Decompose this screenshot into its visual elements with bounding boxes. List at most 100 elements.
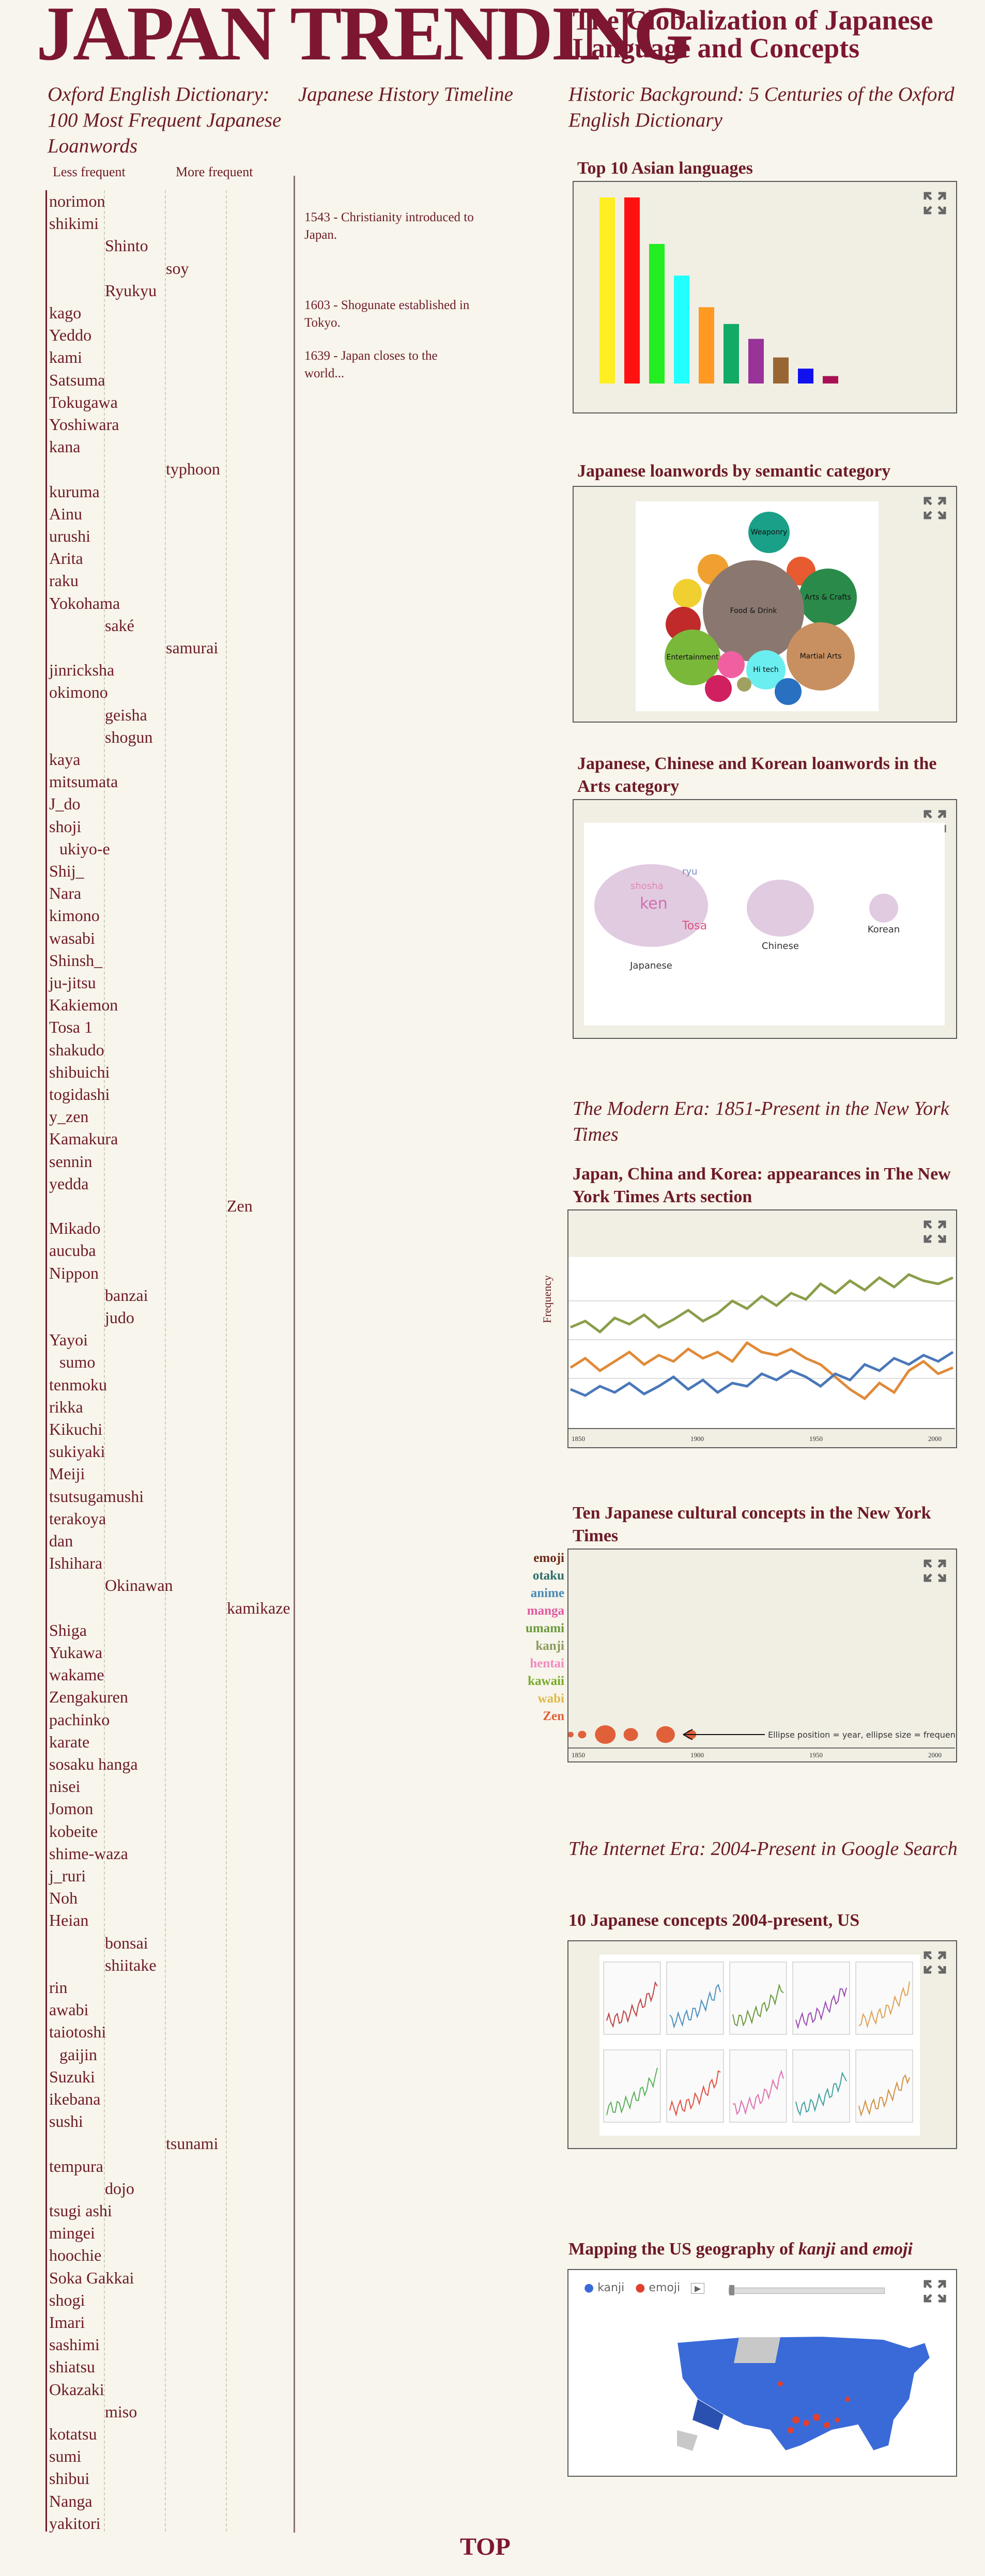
loanword[interactable]: Soka Gakkai	[49, 2268, 134, 2287]
loanword[interactable]: Meiji	[49, 1464, 85, 1483]
loanword[interactable]: Kikuchi	[49, 1420, 103, 1438]
loanword[interactable]: urushi	[49, 527, 90, 545]
loanword[interactable]: okimono	[49, 683, 108, 702]
loanword[interactable]: Shij_	[49, 862, 84, 880]
zen-ellipse[interactable]	[568, 1731, 574, 1738]
loanword[interactable]: Arita	[49, 549, 83, 568]
loanword[interactable]: Suzuki	[49, 2067, 95, 2086]
bar[interactable]	[748, 339, 764, 384]
loanword[interactable]: shibuichi	[49, 1062, 110, 1081]
loanword[interactable]: ikebana	[49, 2090, 101, 2108]
bubble[interactable]	[737, 677, 751, 692]
loanword[interactable]: Yokohama	[49, 593, 120, 612]
loanword[interactable]: Ryukyu	[105, 281, 157, 300]
loanword[interactable]: typhoon	[166, 459, 220, 479]
map-alaska[interactable]	[677, 2430, 698, 2451]
legend-kanji[interactable]: kanji	[597, 2281, 625, 2294]
concept-label[interactable]: wabi	[537, 1692, 564, 1706]
loanword[interactable]: dan	[49, 1531, 73, 1550]
mini-chart-frame[interactable]	[603, 1961, 661, 2035]
loanword[interactable]: terakoya	[49, 1509, 106, 1528]
loanword[interactable]: ukiyo-e	[59, 839, 110, 858]
loanword[interactable]: kimono	[49, 906, 100, 925]
loanword[interactable]: aucuba	[49, 1241, 96, 1260]
loanword[interactable]: kaya	[49, 750, 81, 769]
loanword[interactable]: kobeite	[49, 1821, 98, 1841]
timeline-event[interactable]: 1603 - Shogunate established in Tokyo.	[304, 298, 470, 330]
loanword[interactable]: Zengakuren	[49, 1688, 128, 1707]
site-brand[interactable]: JAPAN TRENDING	[36, 0, 694, 76]
bar[interactable]	[699, 307, 714, 384]
bar[interactable]	[674, 275, 689, 384]
loanword[interactable]: Yeddo	[49, 326, 92, 345]
series-line[interactable]	[570, 1273, 953, 1334]
bubble-martial-arts[interactable]	[787, 622, 855, 691]
loanword[interactable]: shogun	[105, 727, 153, 746]
concept-label[interactable]: otaku	[532, 1569, 564, 1583]
loanword[interactable]: shime-waza	[49, 1844, 128, 1863]
loanword[interactable]: sashimi	[49, 2335, 100, 2354]
loanword[interactable]: rin	[49, 1978, 68, 1997]
loanword[interactable]: sukiyaki	[49, 1442, 105, 1461]
loanword[interactable]: Ishihara	[49, 1554, 103, 1573]
loanword[interactable]: kuruma	[49, 482, 100, 501]
loanword[interactable]: ju-jitsu	[49, 973, 96, 992]
loanword[interactable]: j_ruri	[49, 1866, 86, 1885]
loanword[interactable]: yedda	[49, 1174, 89, 1193]
loanword[interactable]: Yoshiwara	[49, 415, 119, 434]
bubble-hitech[interactable]	[746, 650, 786, 689]
zen-ellipse[interactable]	[623, 1728, 638, 1741]
expand-icon[interactable]	[923, 496, 947, 520]
map-states[interactable]	[676, 2335, 931, 2452]
loanword[interactable]: tsutsugamushi	[49, 1486, 144, 1506]
slider-handle[interactable]	[729, 2285, 734, 2295]
loanword[interactable]: judo	[105, 1308, 134, 1327]
loanword[interactable]: kamikaze	[227, 1598, 290, 1617]
expand-icon[interactable]	[923, 2279, 947, 2303]
loanword[interactable]: y_zen	[49, 1107, 89, 1126]
loanword[interactable]: shakudo	[49, 1040, 104, 1059]
concept-label[interactable]: emoji	[533, 1551, 564, 1565]
concept-label[interactable]: umami	[526, 1621, 564, 1635]
loanword[interactable]: shoji	[49, 817, 82, 836]
loanword[interactable]: jinricksha	[49, 661, 115, 680]
back-to-top-link[interactable]: TOP	[460, 2533, 511, 2560]
loanword[interactable]: Heian	[49, 1911, 89, 1930]
bubble[interactable]	[775, 678, 802, 705]
bar[interactable]	[624, 197, 640, 384]
series-line[interactable]	[570, 1341, 953, 1401]
bar[interactable]	[823, 376, 838, 384]
loanword[interactable]: mingei	[49, 2224, 95, 2243]
loanword[interactable]: shikimi	[49, 214, 99, 233]
loanword[interactable]: tsunami	[166, 2134, 219, 2153]
concept-label[interactable]: anime	[530, 1586, 564, 1600]
bar[interactable]	[798, 369, 813, 384]
mini-chart-frame[interactable]	[729, 1961, 787, 2035]
loanword[interactable]: sosaku hanga	[49, 1755, 138, 1773]
loanword[interactable]: sushi	[49, 2112, 83, 2131]
loanword[interactable]: sennin	[49, 1152, 93, 1171]
loanword[interactable]: Okinawan	[105, 1576, 173, 1595]
loanword[interactable]: Shiga	[49, 1620, 87, 1639]
bar[interactable]	[724, 324, 739, 384]
loanword[interactable]: shogi	[49, 2290, 85, 2309]
loanword[interactable]: Nara	[49, 884, 82, 903]
loanword[interactable]: awabi	[49, 2000, 89, 2019]
expand-icon[interactable]	[923, 1220, 947, 1244]
zen-ellipse[interactable]	[578, 1730, 587, 1739]
loanword[interactable]: tsugi ashi	[49, 2201, 112, 2220]
legend-emoji[interactable]: emoji	[649, 2281, 681, 2294]
concept-label[interactable]: hentai	[530, 1657, 564, 1670]
mini-chart-frame[interactable]	[855, 2049, 913, 2123]
loanword[interactable]: Nanga	[49, 2491, 93, 2510]
loanword[interactable]: Noh	[49, 1889, 78, 1908]
loanword[interactable]: shiatsu	[49, 2357, 95, 2376]
loanword[interactable]: pachinko	[49, 1710, 110, 1729]
concept-label[interactable]: kawaii	[528, 1674, 564, 1688]
loanword[interactable]: Kakiemon	[49, 995, 118, 1015]
loanword[interactable]: Mikado	[49, 1219, 101, 1238]
bubble-entertainment[interactable]	[665, 630, 720, 685]
loanword[interactable]: Kamakura	[49, 1129, 118, 1148]
loanword[interactable]: tempura	[49, 2156, 103, 2175]
map-state[interactable]	[692, 2399, 724, 2430]
